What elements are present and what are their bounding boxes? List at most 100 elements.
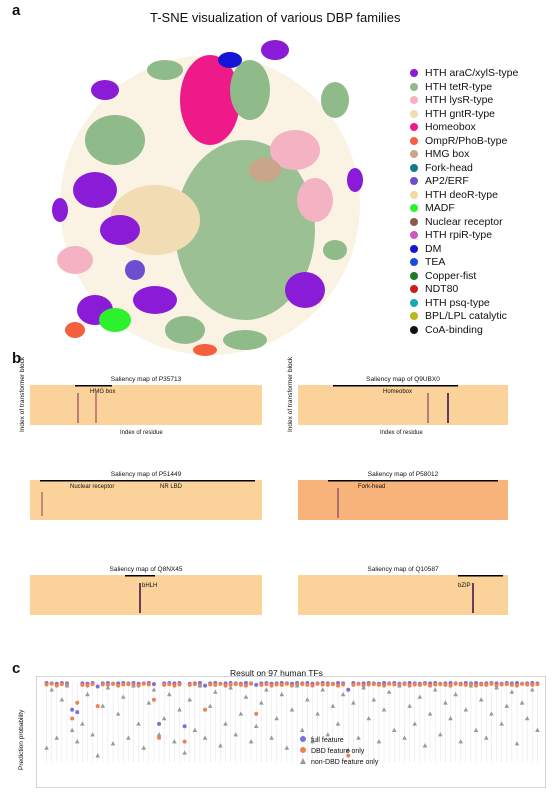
point-non-dbd [69, 727, 75, 732]
point-dbd [284, 681, 289, 686]
point-dbd [105, 682, 110, 687]
legend-marker [300, 736, 306, 742]
point-non-dbd [80, 721, 85, 726]
point-non-dbd [305, 697, 310, 702]
saliency-map-3: Saliency map of P51449 Nuclear receptor … [30, 471, 262, 520]
point-non-dbd [417, 694, 423, 699]
point-dbd [172, 683, 177, 688]
legend-dot [410, 312, 418, 321]
point-non-dbd [172, 739, 177, 744]
point-non-dbd [437, 732, 443, 737]
point-non-dbd [345, 747, 351, 753]
point-non-dbd [85, 691, 90, 697]
point-non-dbd [253, 723, 259, 729]
point-non-dbd [248, 739, 254, 744]
point-non-dbd [115, 711, 121, 716]
map-title: Saliency map of Q10587 [367, 566, 439, 573]
point-non-dbd [402, 735, 407, 740]
point-dbd [167, 682, 172, 687]
legend-item: MADF [410, 202, 455, 217]
panel-c-ylabel: Prediction probability [18, 709, 25, 770]
point-dbd [463, 682, 468, 687]
heatmap-x-label: Index of residue [120, 430, 163, 436]
point-dbd [305, 682, 310, 687]
point-non-dbd [151, 687, 157, 692]
point-non-dbd [330, 703, 336, 708]
point-non-dbd [274, 715, 279, 721]
point-non-dbd [310, 739, 315, 744]
point-dbd [59, 682, 64, 687]
scatter-chart: 1.00.50.1 [36, 676, 546, 788]
point-non-dbd [443, 700, 448, 705]
domain-label: Nuclear receptor [70, 484, 115, 490]
point-dbd [254, 711, 259, 716]
point-dbd [341, 682, 346, 687]
point-dbd [499, 682, 504, 687]
point-dbd [75, 700, 80, 705]
point-non-dbd [366, 715, 372, 721]
point-dbd [320, 682, 325, 687]
legend-item: NDT80 [410, 283, 458, 298]
legend-item-dbd: DBD feature only [300, 747, 364, 755]
point-non-dbd [44, 745, 49, 750]
point-dbd [474, 683, 479, 688]
point-non-dbd [264, 687, 269, 692]
point-non-dbd [391, 727, 397, 732]
point-dbd [376, 682, 381, 687]
point-non-dbd [146, 700, 152, 705]
point-dbd [218, 681, 223, 686]
point-dbd [525, 682, 530, 687]
point-dbd [479, 682, 484, 687]
point-dbd [402, 682, 407, 687]
point-dbd [484, 682, 489, 687]
point-dbd [412, 682, 417, 687]
legend-dot [410, 109, 418, 118]
point-non-dbd [412, 721, 418, 726]
point-dbd [177, 682, 182, 687]
point-dbd [356, 681, 361, 686]
point-non-dbd [453, 691, 458, 697]
legend-dot [410, 285, 418, 294]
point-dbd [504, 682, 509, 687]
point-non-dbd [294, 683, 300, 688]
point-dbd [95, 704, 100, 709]
point-dbd [274, 682, 279, 687]
point-dbd [187, 682, 192, 687]
domain-label: Fork-head [358, 484, 386, 490]
point-dbd [121, 682, 126, 687]
point-non-dbd [49, 687, 54, 692]
domain-label: Homeobox [383, 389, 413, 395]
point-non-dbd [340, 691, 346, 697]
point-dbd [228, 682, 233, 687]
domain-label-2: NR LBD [160, 484, 183, 490]
point-non-dbd [432, 687, 438, 692]
point-dbd [141, 681, 146, 686]
legend-item: AP2/ERF [410, 175, 469, 190]
panel-a-title: T-SNE visualization of various DBP famil… [150, 10, 401, 25]
point-dbd [233, 682, 238, 687]
point-non-dbd [381, 707, 387, 712]
legend-item: HTH tetR-type [410, 81, 492, 96]
point-non-dbd [386, 689, 392, 694]
point-dbd [70, 716, 75, 721]
point-non-dbd [259, 700, 264, 705]
point-non-dbd [315, 711, 320, 716]
point-non-dbd [197, 683, 203, 688]
point-non-dbd [156, 732, 162, 737]
point-non-dbd [177, 707, 182, 712]
point-non-dbd [509, 689, 515, 694]
map-title: Saliency map of Q9UBX0 [366, 376, 440, 383]
point-full [157, 721, 162, 726]
point-dbd [146, 682, 151, 687]
point-dbd [514, 683, 519, 688]
point-full [203, 683, 208, 688]
point-dbd [264, 682, 269, 687]
point-non-dbd [499, 721, 504, 726]
legend-dot [410, 177, 418, 186]
point-non-dbd [535, 727, 540, 732]
point-non-dbd [100, 703, 106, 708]
point-non-dbd [458, 739, 464, 744]
panel-c-letter: c [12, 660, 21, 677]
point-non-dbd [95, 753, 100, 758]
point-non-dbd [530, 687, 535, 692]
